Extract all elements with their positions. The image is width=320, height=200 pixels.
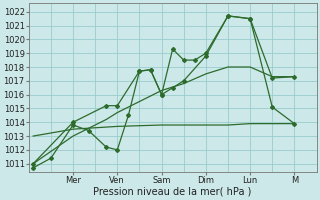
X-axis label: Pression niveau de la mer( hPa ): Pression niveau de la mer( hPa ) <box>93 187 252 197</box>
